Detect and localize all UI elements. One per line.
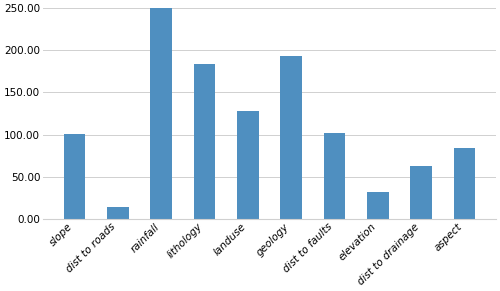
Bar — [194, 64, 216, 219]
Bar — [367, 192, 388, 219]
Bar — [150, 8, 172, 219]
Bar — [237, 111, 258, 219]
Bar — [107, 207, 128, 219]
Bar — [454, 148, 475, 219]
Bar — [64, 134, 86, 219]
Bar — [280, 56, 302, 219]
Bar — [410, 166, 432, 219]
Bar — [324, 133, 345, 219]
